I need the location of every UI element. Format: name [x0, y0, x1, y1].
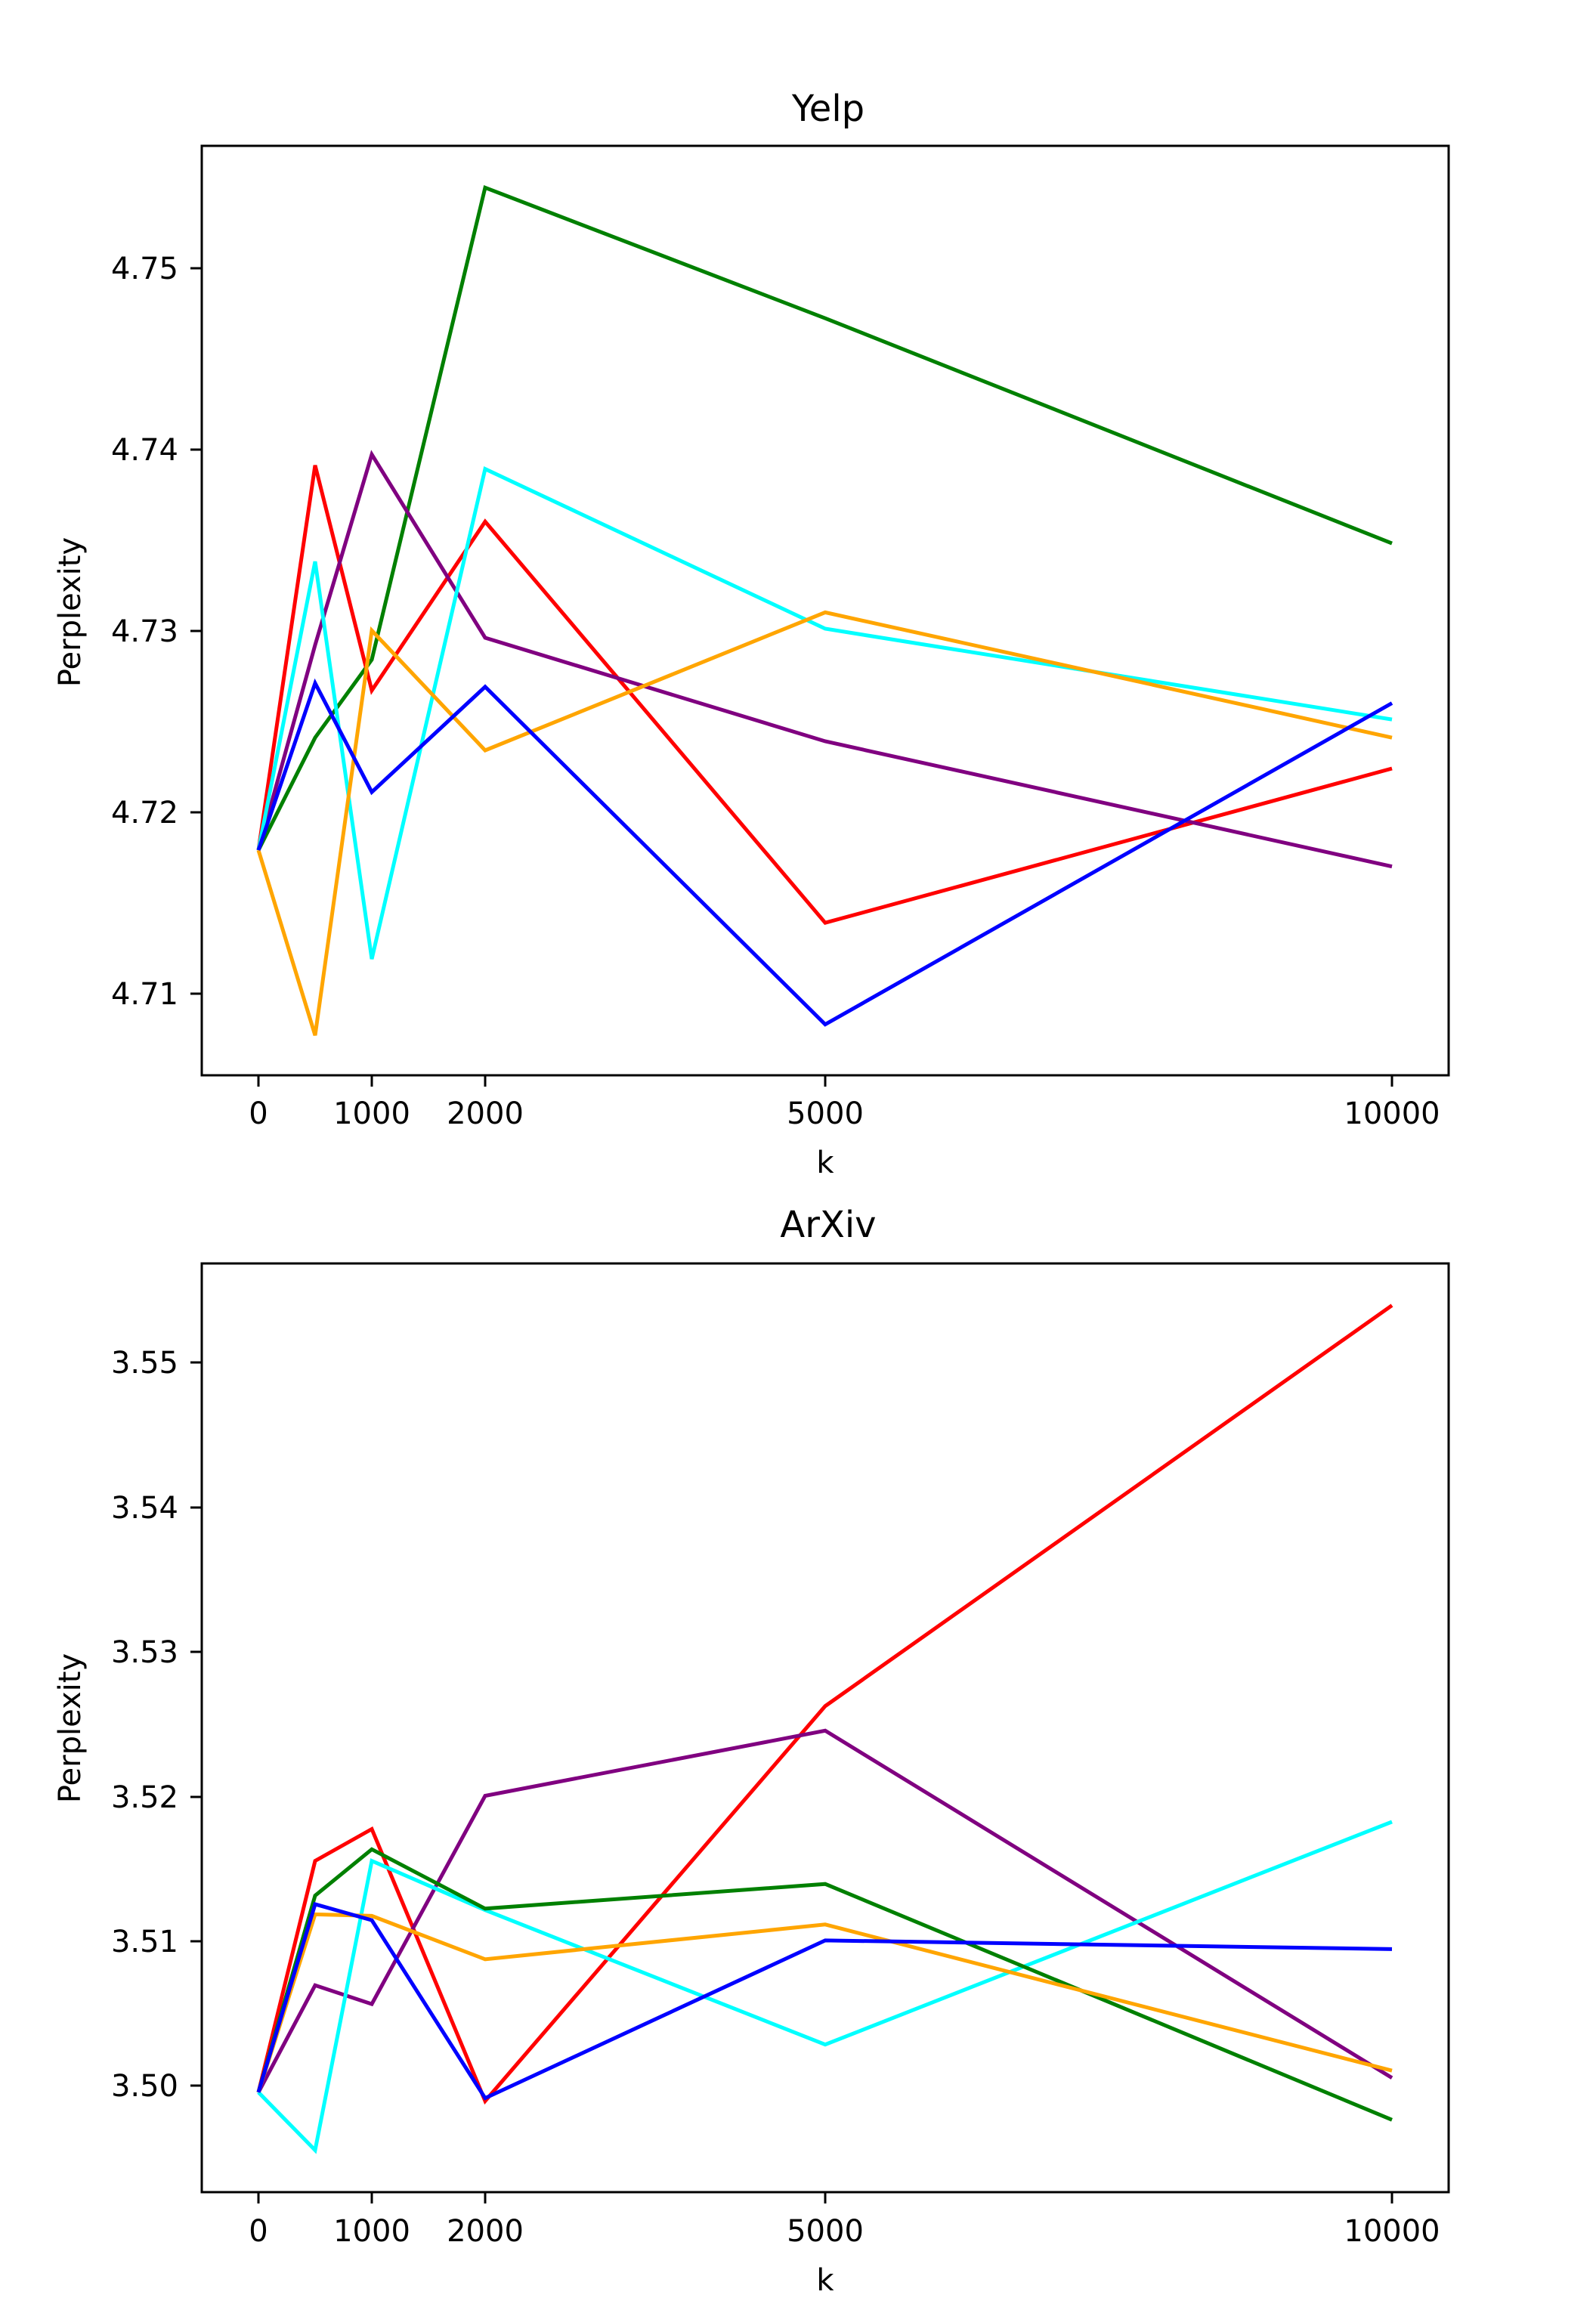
x-tick-label: 10000	[1344, 1096, 1440, 1131]
series-line-cyan	[256, 466, 1393, 960]
x-tick-label: 1000	[333, 2214, 410, 2249]
x-tick-label: 5000	[787, 1096, 864, 1131]
series-line-orange	[256, 610, 1393, 1036]
x-axis-label: k	[816, 2263, 834, 2298]
y-tick-label: 3.55	[111, 1346, 178, 1381]
x-axis: 0 1000 2000 5000 10000	[249, 1075, 1440, 1131]
y-tick-label: 4.73	[111, 614, 178, 649]
series-line-purple	[256, 450, 1393, 869]
y-tick-label: 4.74	[111, 433, 178, 468]
y-axis: 4.71 4.72 4.73 4.74 4.75	[111, 252, 202, 1012]
x-tick-label: 10000	[1344, 2214, 1440, 2249]
chart-title: ArXiv	[780, 1204, 876, 1246]
x-axis-label: k	[816, 1146, 834, 1180]
x-tick-label: 2000	[447, 1096, 524, 1131]
x-tick-label: 2000	[447, 2214, 524, 2249]
y-tick-label: 4.72	[111, 796, 178, 830]
chart-yelp: Yelp 4.71 4.72 4.73 4.74 4.75 0 1000 200…	[53, 88, 1450, 1180]
y-axis: 3.50 3.51 3.52 3.53 3.54 3.55	[111, 1346, 202, 2104]
series-line-orange	[256, 1912, 1393, 2093]
series-line-green	[256, 184, 1393, 852]
series-line-blue	[256, 678, 1393, 1027]
series-group	[256, 1303, 1393, 2154]
series-line-purple	[256, 1728, 1393, 2094]
y-tick-label: 4.71	[111, 977, 178, 1012]
series-line-green	[256, 1847, 1393, 2122]
y-axis-label: Perplexity	[53, 1653, 88, 1803]
series-group	[256, 184, 1393, 1036]
chart-arxiv: ArXiv 3.50 3.51 3.52 3.53 3.54 3.55 0 10…	[53, 1204, 1450, 2298]
x-tick-label: 0	[249, 2214, 268, 2249]
y-tick-label: 3.52	[111, 1780, 178, 1815]
x-tick-label: 5000	[787, 2214, 864, 2249]
x-axis: 0 1000 2000 5000 10000	[249, 2192, 1440, 2249]
plot-area-frame	[200, 144, 1450, 1077]
y-tick-label: 3.53	[111, 1635, 178, 1670]
y-tick-label: 3.54	[111, 1491, 178, 1526]
series-line-blue	[256, 1901, 1393, 2101]
chart-title: Yelp	[791, 88, 865, 130]
y-tick-label: 3.50	[111, 2069, 178, 2104]
series-line-red	[256, 1303, 1393, 2105]
x-tick-label: 0	[249, 1096, 268, 1131]
plot-area-frame	[200, 1262, 1450, 2194]
series-line-cyan	[257, 1820, 1393, 2154]
x-tick-label: 1000	[333, 1096, 410, 1131]
y-tick-label: 4.75	[111, 252, 178, 286]
y-axis-label: Perplexity	[53, 537, 88, 687]
series-line-red	[256, 465, 1393, 926]
y-tick-label: 3.51	[111, 1925, 178, 1959]
